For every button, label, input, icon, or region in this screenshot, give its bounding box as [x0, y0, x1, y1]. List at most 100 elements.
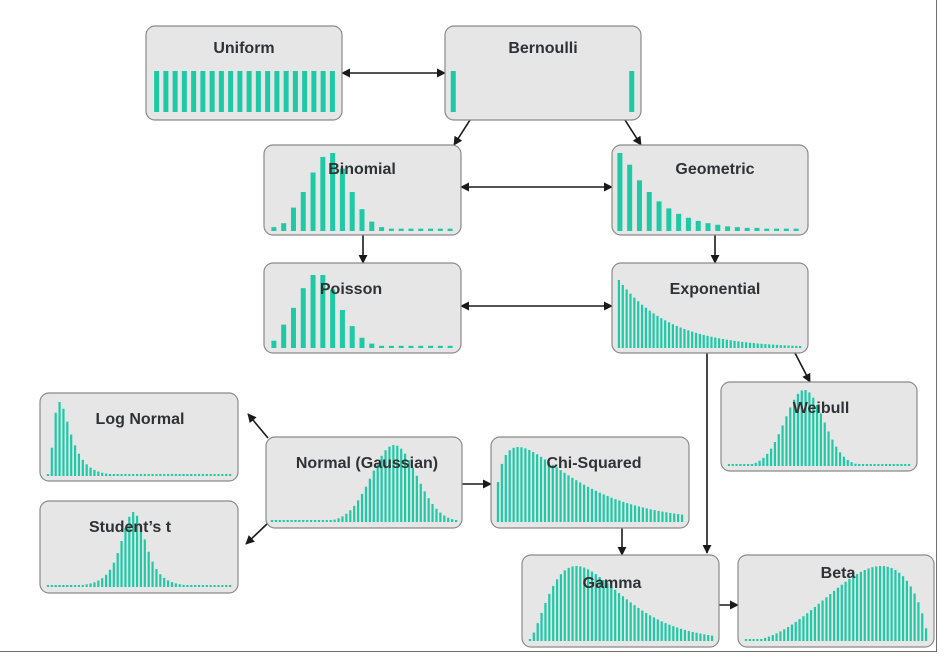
beta-bar: [901, 576, 905, 641]
gamma-bar: [641, 610, 644, 641]
normal-bar: [298, 520, 301, 522]
lognormal-bar: [147, 474, 150, 476]
normal-bar: [341, 516, 344, 522]
chisquared-bar: [583, 484, 586, 522]
exponential-bar: [652, 313, 655, 348]
studentt-bar: [151, 561, 154, 587]
gamma-bar: [703, 634, 706, 641]
chisquared-bar: [680, 514, 684, 522]
lognormal-bar: [73, 445, 77, 476]
uniform-label: Uniform: [213, 40, 274, 57]
studentt-bar: [104, 574, 108, 587]
geometric-bar: [793, 228, 799, 231]
exponential-bar: [660, 318, 663, 348]
weibull-bar: [884, 464, 888, 466]
exponential-bar: [664, 320, 667, 348]
lognormal-bar: [81, 459, 84, 476]
gamma-bar: [575, 566, 578, 641]
studentt-bar: [182, 584, 185, 587]
gamma-bar: [683, 629, 687, 641]
lognormal-bar: [178, 474, 181, 476]
lognormal-bar: [163, 474, 166, 476]
normal-bar: [392, 445, 395, 522]
lognormal-bar: [46, 474, 50, 476]
exponential-bar: [741, 341, 744, 348]
lognormal-bar: [213, 474, 216, 476]
exponential-bar: [714, 337, 717, 348]
bernoulli-label: Bernoulli: [508, 40, 577, 57]
studentt-bar: [201, 585, 205, 587]
chisquared-bar: [645, 508, 648, 522]
node-normal: Normal (Gaussian): [265, 436, 463, 529]
binomial-bar: [418, 228, 424, 231]
chisquared-bar: [524, 448, 527, 522]
gamma-bar: [532, 632, 535, 641]
exponential-bar: [779, 345, 782, 348]
weibull-bar: [877, 464, 880, 466]
beta-bar: [855, 574, 859, 641]
nodes-layer: Uniform Bernoulli Binomial Geometric Poisson…: [39, 25, 935, 648]
beta-bar: [848, 579, 851, 641]
binomial-bar: [359, 209, 365, 231]
studentt-bar: [143, 539, 146, 587]
beta-bar: [898, 572, 901, 641]
binomial-bar: [281, 223, 287, 231]
studentt-bar: [73, 585, 77, 587]
exponential-bar: [760, 343, 763, 348]
chisquared-bar: [649, 509, 652, 522]
lognormal-histogram: [46, 402, 232, 476]
studentt-bar: [147, 551, 150, 587]
studentt-bar: [163, 577, 166, 587]
chisquared-bar: [575, 480, 578, 522]
poisson-bar: [281, 324, 287, 348]
normal-bar: [290, 520, 293, 522]
exponential-bar: [633, 297, 636, 348]
normal-bar: [447, 517, 450, 522]
exponential-bar: [621, 284, 624, 348]
uniform-bar: [329, 71, 335, 112]
poisson-bar: [300, 288, 306, 348]
weibull-bar: [739, 464, 742, 466]
chisquared-bar: [555, 467, 558, 522]
exponential-bar: [679, 327, 682, 348]
weibull-bar: [769, 448, 773, 466]
normal-bar: [294, 520, 297, 522]
chisquared-bar: [653, 510, 656, 522]
exponential-bar: [798, 346, 802, 348]
studentt-bar: [197, 585, 201, 587]
beta-bar: [748, 639, 751, 641]
geometric-label: Geometric: [675, 161, 754, 178]
poisson-bar: [271, 340, 277, 348]
weibull-bar: [815, 404, 819, 466]
poisson-label: Poisson: [320, 281, 382, 298]
beta-bar: [798, 619, 801, 641]
beta-bar: [917, 602, 920, 641]
weibull-bar: [781, 425, 784, 466]
weibull-bar: [727, 464, 731, 466]
lognormal-bar: [101, 472, 104, 476]
gamma-bar: [637, 607, 640, 641]
weibull-bar: [858, 464, 861, 466]
weibull-bar: [823, 422, 826, 466]
lognormal-bar: [62, 408, 65, 476]
chisquared-bar: [508, 450, 511, 522]
chisquared-histogram: [496, 447, 684, 522]
normal-bar: [400, 448, 403, 522]
gamma-bar: [707, 635, 710, 641]
node-uniform: Uniform: [145, 25, 343, 121]
chisquared-bar: [579, 482, 582, 522]
beta-bar: [744, 639, 748, 641]
gamma-bar: [548, 593, 551, 641]
chisquared-bar: [598, 492, 601, 522]
uniform-bar: [228, 71, 234, 112]
gamma-bar: [579, 566, 582, 641]
normal-bar: [431, 503, 434, 522]
beta-bar: [863, 570, 866, 641]
chisquared-bar: [536, 454, 539, 522]
binomial-bar: [320, 156, 326, 231]
node-chisquared: Chi-Squared: [490, 436, 690, 529]
studentt-bar: [124, 527, 127, 587]
chisquared-bar: [622, 501, 625, 522]
lognormal-bar: [190, 474, 193, 476]
studentt-bar: [112, 562, 115, 587]
